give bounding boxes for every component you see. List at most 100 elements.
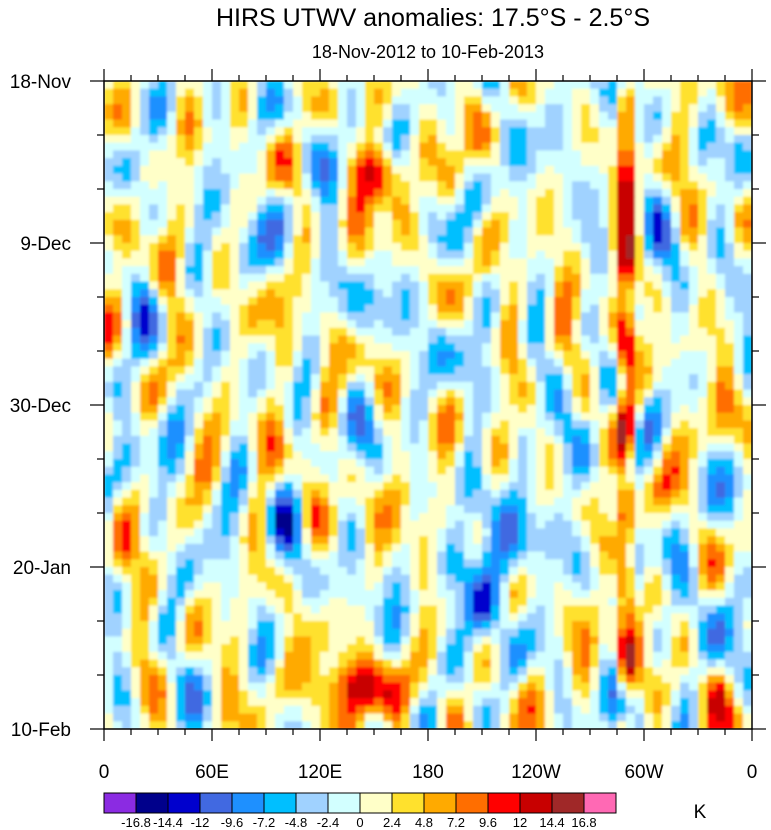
heatmap-cell — [518, 551, 528, 560]
heatmap-cell — [194, 243, 204, 252]
heatmap-cell — [743, 88, 752, 98]
heatmap-cell — [347, 520, 357, 530]
heatmap-cell — [239, 304, 249, 314]
heatmap-cell — [302, 482, 312, 491]
heatmap-cell — [563, 119, 573, 128]
heatmap-cell — [167, 366, 177, 375]
heatmap-cell — [698, 96, 708, 105]
heatmap-cell — [257, 574, 267, 584]
heatmap-cell — [383, 543, 393, 553]
heatmap-cell — [455, 327, 465, 337]
heatmap-cell — [356, 443, 366, 452]
heatmap-cell — [563, 289, 573, 298]
heatmap-cell — [572, 289, 582, 298]
heatmap-cell — [743, 165, 752, 175]
heatmap-cell — [140, 119, 150, 128]
heatmap-cell — [518, 451, 528, 460]
heatmap-cell — [455, 258, 465, 267]
heatmap-cell — [167, 281, 177, 290]
heatmap-cell — [104, 235, 114, 244]
heatmap-cell — [374, 420, 384, 429]
heatmap-cell — [725, 443, 735, 452]
heatmap-cell — [617, 312, 627, 321]
heatmap-cell — [131, 443, 141, 452]
heatmap-cell — [671, 273, 681, 283]
heatmap-cell — [131, 173, 141, 182]
heatmap-cell — [608, 351, 618, 360]
heatmap-cell — [599, 497, 609, 506]
heatmap-cell — [707, 304, 717, 314]
heatmap-cell — [527, 304, 537, 314]
heatmap-cell — [698, 451, 708, 460]
heatmap-cell — [149, 567, 159, 576]
heatmap-cell — [419, 381, 429, 391]
heatmap-cell — [644, 397, 654, 406]
heatmap-cell — [626, 474, 636, 483]
heatmap-cell — [707, 281, 717, 290]
heatmap-cell — [707, 196, 717, 206]
heatmap-cell — [293, 189, 303, 198]
heatmap-cell — [338, 574, 348, 584]
heatmap-cell — [194, 443, 204, 452]
heatmap-cell — [311, 196, 321, 206]
heatmap-cell — [437, 574, 447, 584]
heatmap-cell — [383, 389, 393, 398]
heatmap-cell — [203, 111, 213, 121]
heatmap-cell — [275, 551, 285, 560]
heatmap-cell — [347, 297, 357, 306]
heatmap-cell — [365, 366, 375, 375]
heatmap-cell — [131, 428, 141, 437]
heatmap-cell — [248, 189, 258, 198]
heatmap-cell — [554, 381, 564, 391]
heatmap-cell — [185, 273, 195, 283]
heatmap-cell — [644, 489, 654, 499]
heatmap-cell — [212, 366, 222, 375]
heatmap-cell — [347, 212, 357, 221]
heatmap-cell — [437, 582, 447, 591]
heatmap-cell — [662, 389, 672, 398]
heatmap-cell — [284, 127, 294, 136]
heatmap-cell — [203, 320, 213, 329]
heatmap-cell — [230, 343, 240, 352]
heatmap-cell — [122, 536, 132, 545]
heatmap-cell — [707, 559, 717, 568]
heatmap-cell — [419, 243, 429, 252]
heatmap-cell — [140, 135, 150, 144]
heatmap-cell — [590, 466, 600, 476]
heatmap-cell — [518, 489, 528, 499]
heatmap-cell — [734, 405, 744, 414]
heatmap-cell — [653, 343, 663, 352]
heatmap-cell — [428, 412, 438, 422]
heatmap-cell — [140, 536, 150, 545]
heatmap-cell — [284, 435, 294, 445]
heatmap-cell — [446, 466, 456, 476]
heatmap-cell — [473, 536, 483, 545]
heatmap-cell — [518, 235, 528, 244]
heatmap-cell — [725, 597, 735, 607]
heatmap-cell — [518, 590, 528, 599]
heatmap-cell — [707, 204, 717, 213]
heatmap-cell — [176, 489, 186, 499]
heatmap-cell — [446, 435, 456, 445]
heatmap-cell — [734, 320, 744, 329]
heatmap-cell — [158, 536, 168, 545]
heatmap-cell — [149, 181, 159, 190]
heatmap-cell — [392, 559, 402, 568]
heatmap-cell — [626, 590, 636, 599]
heatmap-cell — [689, 196, 699, 206]
heatmap-cell — [608, 212, 618, 221]
heatmap-cell — [626, 320, 636, 329]
heatmap-cell — [248, 165, 258, 175]
heatmap-cell — [716, 474, 726, 483]
heatmap-cell — [221, 551, 231, 560]
heatmap-cell — [698, 212, 708, 221]
heatmap-cell — [392, 258, 402, 267]
heatmap-cell — [221, 536, 231, 545]
heatmap-cell — [149, 520, 159, 530]
heatmap-cell — [356, 312, 366, 321]
heatmap-cell — [194, 258, 204, 267]
heatmap-cell — [311, 88, 321, 98]
heatmap-cell — [167, 520, 177, 530]
heatmap-cell — [320, 158, 330, 167]
heatmap-cell — [608, 327, 618, 337]
